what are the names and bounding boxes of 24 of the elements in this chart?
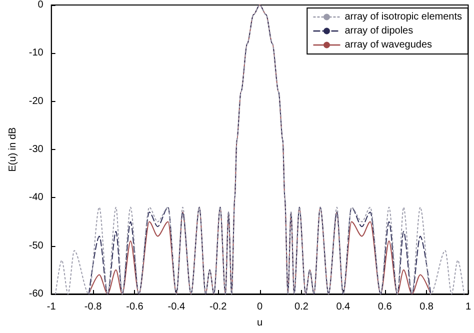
legend-label: array of isotropic elements (344, 12, 462, 22)
x-axis-title: u (257, 318, 263, 328)
x-tick-label: -0.8 (84, 302, 102, 312)
y-tick-label: 0 (38, 0, 44, 10)
x-tick-label: -0.2 (209, 302, 228, 312)
x-tick-label: 0.8 (420, 302, 434, 312)
line-series (55, 4, 465, 294)
x-tick-label: -0.4 (168, 302, 186, 312)
y-axis-title: E(u) in dB (8, 126, 18, 172)
y-tick-label: -20 (28, 96, 44, 107)
y-tick-label: -40 (28, 192, 44, 204)
y-tick-label: -50 (28, 240, 44, 252)
x-tick-label: 0.4 (336, 302, 351, 312)
legend-label: array of wavegudes (344, 40, 432, 50)
y-tick-label: -60 (28, 288, 44, 300)
x-tick-label: 0.2 (294, 302, 309, 312)
x-tick-label: 1 (465, 302, 472, 312)
x-tick-label: -1 (46, 302, 56, 312)
x-tick-label: 0 (257, 302, 264, 312)
y-tick-label: -30 (28, 144, 44, 155)
x-tick-label: 0.6 (378, 302, 392, 312)
x-tick-label: -0.6 (126, 302, 144, 312)
y-tick-label: -10 (28, 48, 44, 59)
legend-label: array of dipoles (344, 26, 414, 36)
